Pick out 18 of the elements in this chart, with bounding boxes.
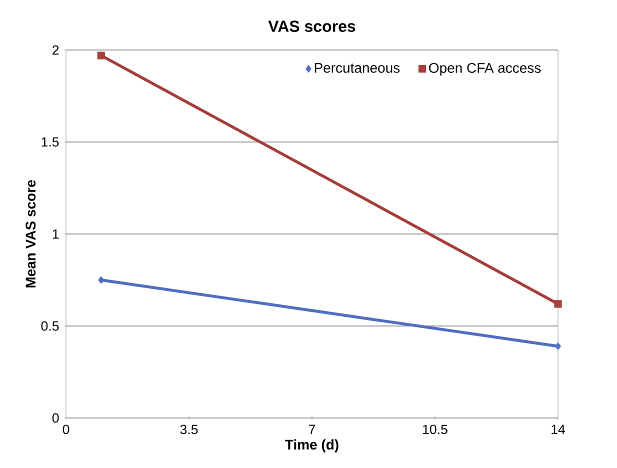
x-tick-label: 14 bbox=[552, 424, 566, 434]
x-axis-title: Time (d) bbox=[285, 439, 338, 452]
y-axis-title: Mean VAS score bbox=[26, 180, 36, 288]
y-tick-label: 0.5 bbox=[41, 321, 59, 331]
legend-label: Percutaneous bbox=[314, 63, 400, 73]
x-tick-label: 0 bbox=[62, 424, 70, 434]
y-tick-label: 1.5 bbox=[42, 137, 59, 147]
point bbox=[97, 52, 105, 60]
y-tick-label: 1 bbox=[52, 229, 59, 239]
x-tick-label: 3.5 bbox=[180, 424, 198, 434]
legend-label: Open CFA access bbox=[429, 62, 541, 76]
x-tick-label: 10.5 bbox=[423, 424, 448, 434]
chart-title: VAS scores bbox=[268, 20, 356, 32]
point bbox=[554, 300, 562, 308]
y-tick-label: 2 bbox=[52, 45, 59, 55]
y-tick-label: 0 bbox=[52, 413, 59, 423]
point bbox=[98, 276, 104, 284]
x-tick-label: 7 bbox=[308, 424, 316, 434]
